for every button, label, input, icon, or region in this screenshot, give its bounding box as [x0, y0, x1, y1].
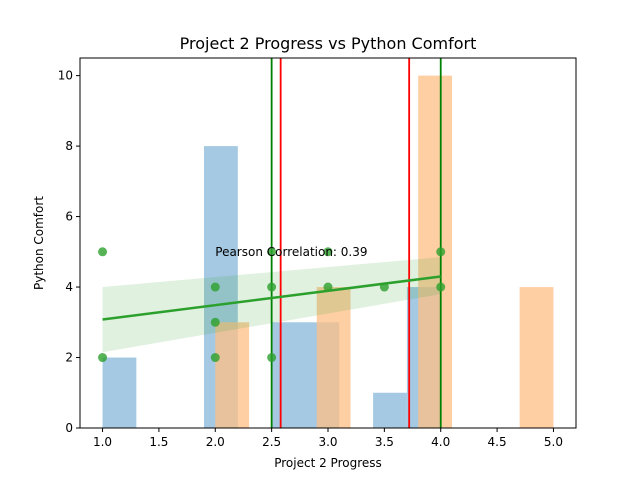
y-tick-label: 6: [65, 210, 73, 224]
correlation-annotation: Pearson Correlation: 0.39: [215, 245, 367, 259]
y-tick-label: 0: [65, 421, 73, 435]
x-tick-label: 3.5: [375, 435, 394, 449]
histogram-bar-blue-3: [373, 392, 407, 428]
histogram-bar-orange-1: [316, 287, 351, 428]
scatter-point-0: [98, 247, 108, 257]
scatter-point-4: [210, 353, 220, 363]
x-tick-label: 5.0: [544, 435, 563, 449]
x-tick-label: 4.0: [431, 435, 450, 449]
x-axis-label: Project 2 Progress: [274, 456, 382, 470]
y-tick-label: 4: [65, 280, 73, 294]
y-axis: 0 2 4 6 8 10: [58, 69, 80, 435]
x-tick-label: 3.0: [318, 435, 337, 449]
x-tick-label: 2.0: [206, 435, 225, 449]
x-tick-label: 1.0: [93, 435, 112, 449]
histogram-bar-orange-3: [519, 287, 554, 428]
x-axis: 1.0 1.5 2.0 2.5 3.0 3.5 4.0 4.5 5.0: [93, 428, 563, 449]
y-tick-label: 2: [65, 351, 73, 365]
y-tick-label: 8: [65, 139, 73, 153]
scatter-point-2: [210, 282, 220, 292]
scatter-point-11: [436, 247, 446, 257]
scatter-point-1: [98, 353, 108, 363]
scatter-point-12: [436, 282, 446, 292]
scatter-point-10: [379, 282, 389, 292]
x-tick-label: 4.5: [488, 435, 507, 449]
chart-title: Project 2 Progress vs Python Comfort: [180, 34, 477, 53]
scatter-point-9: [323, 282, 333, 292]
histogram-bar-orange-2: [418, 75, 452, 428]
y-tick-label: 10: [58, 69, 73, 83]
scatter-point-6: [267, 282, 277, 292]
scatter-point-3: [210, 317, 220, 327]
histogram-bar-orange-0: [215, 322, 250, 428]
x-tick-label: 1.5: [149, 435, 168, 449]
plot-area: Pearson Correlation: 0.39: [98, 58, 554, 428]
histogram-bar-blue-0: [102, 357, 137, 428]
scatter-point-5: [267, 247, 277, 257]
scatter-point-7: [267, 353, 277, 363]
x-tick-label: 2.5: [262, 435, 281, 449]
scatter-point-8: [323, 247, 333, 257]
y-axis-label: Python Comfort: [32, 196, 46, 290]
